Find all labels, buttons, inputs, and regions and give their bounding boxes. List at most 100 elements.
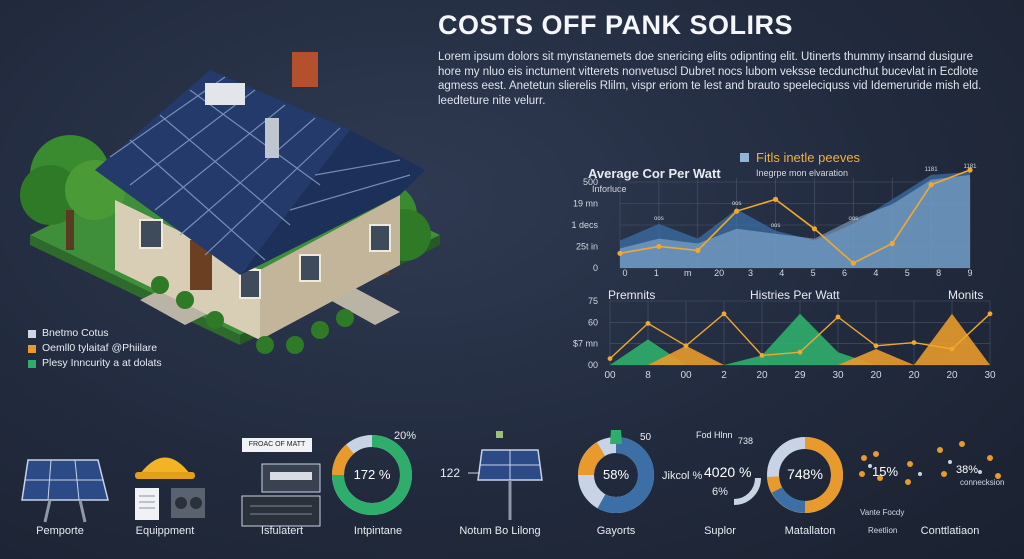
area-series [620,174,970,268]
data-point [797,349,803,355]
chart-title-right: Monits [948,288,984,302]
donut-percent: 748% [787,466,823,482]
x-tick-label: 20 [714,268,724,278]
donut-corner-value: 20% [394,430,417,442]
chart-average-cost: Average Cor Per Watt Fitls inetle peeves… [560,150,1020,280]
solar-panel-pole-icon [468,431,543,520]
y-tick-label: $7 mn [573,339,598,349]
legend-item: Oemll0 tylaitaf @Phiilare [28,341,162,356]
x-tick-label: 0 [622,268,627,278]
y-tick-label: 60 [588,317,598,327]
data-point [617,250,623,256]
chart-histories: Premnits Histries Per Watt Monits 75 60 $7… [560,285,1020,385]
tile-label: Pemporte [36,525,84,537]
data-point [721,311,727,317]
tile-label: Suplor [704,525,736,537]
gauge-arc [733,477,761,505]
tile-matallaton: 748% Matallaton [750,428,870,553]
x-tick-label: 29 [794,370,806,381]
x-tick-label: 9 [967,268,972,278]
donut-percent: 172 % [353,467,391,482]
x-tick-label: 20 [756,370,768,381]
tile-gayorts: 58% 50 Gayorts [556,428,676,553]
data-label: oos [848,216,858,222]
data-point [967,167,973,173]
donut-corner-value: 50 [640,432,652,443]
legend-item: Plesy Inncurity a at dolats [28,356,162,371]
page-title: COSTS OFF PANK SOLIRS [438,10,794,40]
tile-caption-b: Reetlion [868,526,898,535]
data-point [928,182,934,188]
tile-isfulatert: FROAC OF MATT Isfulatert [222,428,342,553]
tile-equipment: Equippment [105,428,225,553]
side-value: 122 [440,466,461,480]
legend-label: Bnetmo Cotus [42,327,109,339]
data-point [656,243,662,250]
data-point [772,196,779,202]
data-point [607,356,613,361]
tile-caption-a: Vante Focdy [860,508,905,517]
chart-legend-sub: Inegrpe mon elvaration [756,168,849,178]
data-point [734,208,740,214]
x-tick-label: 8 [645,370,651,381]
y-axis-label: Inforluce [592,184,627,194]
tile-label: Intpintane [353,525,403,537]
x-tick-label: 4 [873,268,878,278]
y-tick-label: 500 [583,177,598,187]
tile-pemporte: Pemporte [0,428,120,553]
chart-title-left: Premnits [608,288,656,302]
tile-label: Equippment [135,525,195,537]
data-point [949,346,955,352]
intro-text: Lorem ipsum dolors sit mynstanemets doe … [438,51,982,107]
tile-top-right: 738 [738,436,754,446]
data-label: oos [732,201,742,207]
tile-percent-a: 15% [872,464,899,479]
tile-caption-c: connecksion [960,478,1005,487]
x-tick-label: 4 [779,268,784,278]
solar-panel-icon [21,459,109,523]
tile-top-text: Fod Hlnn [696,430,733,440]
y-tick-label: 25t in [576,242,598,252]
x-tick-label: 20 [946,370,958,381]
x-tick-label: 30 [984,370,996,381]
tile-notum: 122 Notum Bo Lilong [440,428,560,553]
y-tick-label: 19 mn [573,199,598,209]
tile-under: 6% [712,486,728,498]
legend-item: Bnetmo Cotus [28,326,162,341]
tile-label: Gayorts [596,525,636,537]
chart-legend-title: Fitls inetle peeves [756,150,861,165]
donut-percent: 58% [602,467,630,482]
x-tick-label: 8 [936,268,941,278]
data-point [811,226,818,232]
donut-chart [577,430,654,513]
tile-label: Conttlatiaon [920,525,980,537]
data-point [683,343,689,349]
data-point [835,314,841,320]
data-point [645,321,651,326]
price-badge: FROAC OF MATT [242,438,312,452]
data-label: 1181 [925,167,939,173]
data-point [911,340,917,345]
donut-chart [767,437,843,513]
legend-swatch [28,359,36,368]
tile-conttlatiaon: 15% 38% connecksion Vante Focdy Reetlion… [850,428,1020,553]
tile-left-text: Jikcol % [662,470,703,482]
data-point [873,343,879,349]
tile-label: Notum Bo Lilong [459,525,541,537]
data-label: oos [654,216,664,222]
chart-plot-2: 75 60 $7 mn 00 00 8 00 2 20 29 30 20 20 20 30 [573,296,996,381]
x-tick-label: 5 [811,268,816,278]
solar-house-illustration [20,52,440,354]
data-point [759,353,765,358]
data-label: 1181 [964,164,978,170]
area-series-green [610,313,990,365]
y-tick-label: 0 [593,263,598,273]
house-legend: Bnetmo Cotus Oemll0 tylaitaf @Phiilare P… [28,326,162,371]
tile-intpintane: 172 % 20% Intpintane [318,428,438,553]
x-tick-label: m [684,268,692,278]
x-tick-label: 20 [870,370,882,381]
tile-label: Isfulatert [260,525,304,537]
data-point [695,247,701,253]
inverter-icon [241,463,321,527]
chart-plot-1: 500 19 mn 1 decs 25t in 0 oos oos oos oos 1181 118… [571,164,978,278]
